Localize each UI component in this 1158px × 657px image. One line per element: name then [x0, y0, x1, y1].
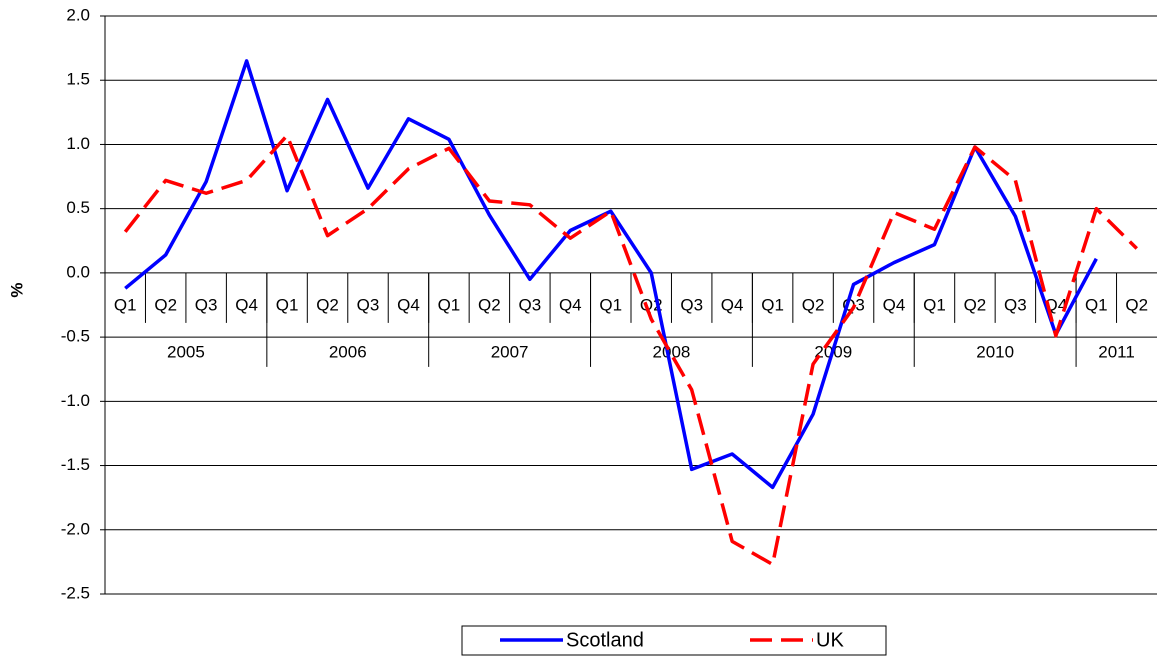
legend-label: UK	[816, 629, 844, 651]
x-group-label: 2005	[167, 342, 205, 361]
x-group-label: 2008	[653, 342, 691, 361]
x-tick-label: Q1	[114, 295, 137, 314]
y-tick-label: -2.5	[61, 583, 90, 602]
y-tick-label: -1.5	[61, 455, 90, 474]
x-tick-label: Q3	[357, 295, 380, 314]
y-tick-label: -2.0	[61, 519, 90, 538]
x-tick-label: Q1	[1085, 295, 1108, 314]
x-tick-label: Q3	[680, 295, 703, 314]
x-tick-label: Q3	[519, 295, 542, 314]
x-group-label: 2011	[1098, 342, 1135, 361]
y-tick-label: 1.0	[66, 134, 90, 153]
x-group-label: 2007	[491, 342, 529, 361]
x-tick-label: Q2	[154, 295, 177, 314]
x-tick-label: Q1	[923, 295, 946, 314]
legend-label: Scotland	[566, 629, 644, 651]
x-tick-label: Q4	[559, 295, 582, 314]
x-tick-label: Q2	[1125, 295, 1148, 314]
y-tick-label: 1.5	[66, 70, 90, 89]
x-tick-label: Q2	[802, 295, 825, 314]
series-line	[123, 133, 1138, 567]
x-tick-label: Q1	[599, 295, 622, 314]
x-tick-label: Q3	[1004, 295, 1027, 314]
series-line	[124, 59, 1098, 490]
y-tick-label: 0.5	[66, 198, 90, 217]
x-tick-label: Q1	[438, 295, 461, 314]
x-tick-label: Q3	[195, 295, 218, 314]
x-tick-label: Q4	[883, 295, 906, 314]
x-tick-label: Q1	[276, 295, 299, 314]
x-tick-label: Q2	[316, 295, 339, 314]
y-tick-label: 0.0	[66, 262, 90, 281]
y-tick-label: -1.0	[61, 391, 90, 410]
x-tick-label: Q1	[761, 295, 784, 314]
x-tick-label: Q2	[964, 295, 987, 314]
x-tick-label: Q4	[721, 295, 744, 314]
x-tick-label: Q4	[397, 295, 420, 314]
y-tick-label: -0.5	[61, 327, 90, 346]
x-tick-label: Q2	[478, 295, 501, 314]
y-tick-label: 2.0	[66, 5, 90, 24]
x-tick-label: Q4	[235, 295, 258, 314]
x-group-label: 2010	[976, 342, 1014, 361]
x-group-label: 2006	[329, 342, 367, 361]
y-axis-label: %	[7, 282, 26, 297]
